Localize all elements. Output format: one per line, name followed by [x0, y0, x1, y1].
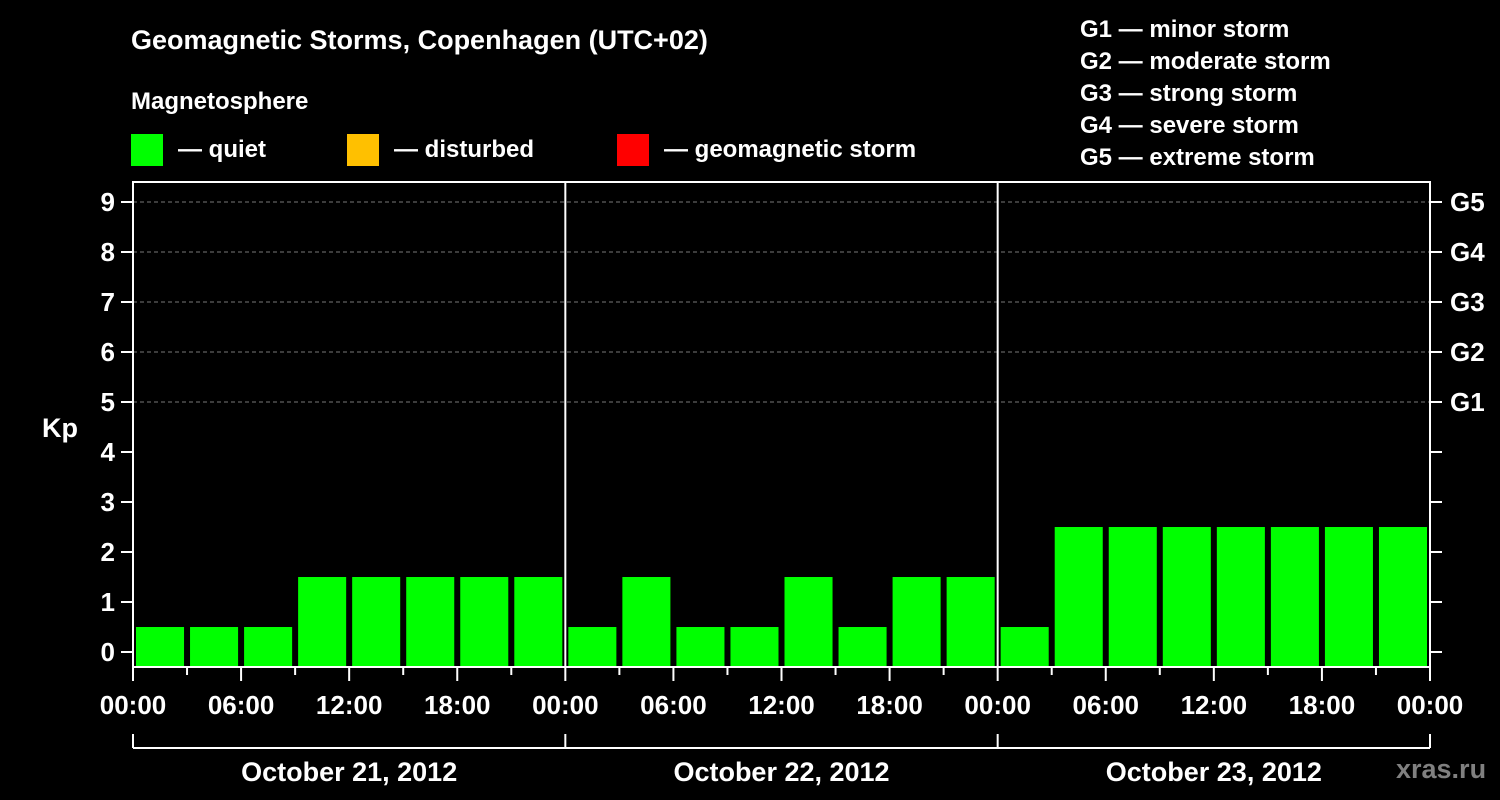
legend-swatch-quiet — [131, 134, 163, 166]
storm-scale-g4: G4 — severe storm — [1080, 112, 1299, 139]
legend-label-storm: — geomagnetic storm — [664, 136, 916, 163]
y-tick-label: 0 — [101, 637, 115, 667]
g-tick-label: G5 — [1450, 187, 1485, 217]
day-label: October 21, 2012 — [241, 757, 457, 787]
axes: 0 1 2 3 4 5 6 7 8 9 G1 G2 G3 G4 G5 00:00 06:00 12:00 18:00… — [100, 187, 1485, 787]
x-tick-label: 12:00 — [1181, 690, 1248, 720]
kp-bar — [1054, 527, 1103, 667]
x-tick-label: 18:00 — [424, 690, 491, 720]
kp-bar — [298, 577, 347, 667]
grid-lines — [133, 182, 1430, 667]
x-tick-label: 00:00 — [1397, 690, 1464, 720]
kp-bar — [1324, 527, 1373, 667]
kp-bar — [1000, 627, 1049, 667]
kp-bar — [460, 577, 509, 667]
legend-heading: Magnetosphere — [131, 88, 308, 115]
kp-bar — [676, 627, 725, 667]
y-tick-label: 4 — [101, 437, 116, 467]
kp-bar — [1378, 527, 1427, 667]
legend-label-quiet: — quiet — [178, 136, 266, 163]
legend-label-disturbed: — disturbed — [394, 136, 534, 163]
kp-bar — [946, 577, 995, 667]
y-tick-label: 1 — [101, 587, 115, 617]
watermark: xras.ru — [1396, 754, 1486, 784]
y-tick-label: 7 — [101, 287, 115, 317]
kp-bar — [784, 577, 833, 667]
x-tick-label: 06:00 — [640, 690, 707, 720]
kp-bar — [352, 577, 401, 667]
x-tick-label: 12:00 — [316, 690, 383, 720]
y-tick-label: 9 — [101, 187, 115, 217]
x-tick-label: 18:00 — [856, 690, 923, 720]
storm-scale-g2: G2 — moderate storm — [1080, 48, 1331, 75]
kp-bar — [514, 577, 563, 667]
kp-bar — [568, 627, 617, 667]
kp-bar — [1108, 527, 1157, 667]
kp-bar — [892, 577, 941, 667]
legend-swatch-disturbed — [347, 134, 379, 166]
y-tick-label: 2 — [101, 537, 115, 567]
kp-bar — [406, 577, 455, 667]
g-tick-label: G2 — [1450, 337, 1485, 367]
g-tick-label: G4 — [1450, 237, 1485, 267]
x-tick-label: 12:00 — [748, 690, 815, 720]
y-tick-label: 5 — [101, 387, 115, 417]
x-tick-label: 18:00 — [1289, 690, 1356, 720]
kp-bar — [244, 627, 293, 667]
kp-bar — [730, 627, 779, 667]
kp-bar — [1270, 527, 1319, 667]
storm-scale-g5: G5 — extreme storm — [1080, 144, 1315, 171]
x-tick-label: 06:00 — [208, 690, 275, 720]
y-tick-label: 6 — [101, 337, 115, 367]
kp-bar — [1162, 527, 1211, 667]
day-label: October 22, 2012 — [673, 757, 889, 787]
storm-scale-g3: G3 — strong storm — [1080, 80, 1297, 107]
g-tick-label: G3 — [1450, 287, 1485, 317]
g-tick-label: G1 — [1450, 387, 1485, 417]
bars — [136, 527, 1427, 667]
kp-bar — [1216, 527, 1265, 667]
x-tick-label: 00:00 — [532, 690, 599, 720]
y-axis-label: Kp — [42, 413, 78, 443]
kp-bar — [190, 627, 239, 667]
x-tick-label: 00:00 — [100, 690, 167, 720]
y-tick-label: 3 — [101, 487, 115, 517]
day-label: October 23, 2012 — [1106, 757, 1322, 787]
legend-swatch-storm — [617, 134, 649, 166]
x-tick-label: 00:00 — [964, 690, 1031, 720]
y-tick-label: 8 — [101, 237, 115, 267]
kp-bar — [136, 627, 185, 667]
x-tick-label: 06:00 — [1073, 690, 1140, 720]
storm-scale-g1: G1 — minor storm — [1080, 16, 1289, 43]
kp-bar — [622, 577, 671, 667]
kp-bar — [838, 627, 887, 667]
chart-title: Geomagnetic Storms, Copenhagen (UTC+02) — [131, 25, 708, 55]
